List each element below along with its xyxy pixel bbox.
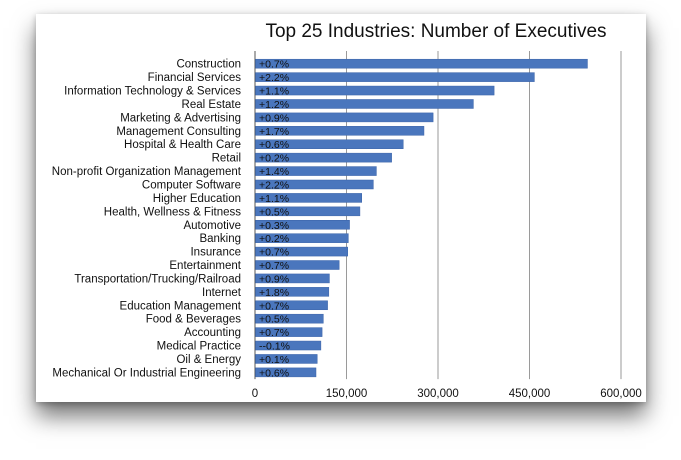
category-label: Medical Practice bbox=[157, 341, 241, 353]
category-label: Health, Wellness & Fitness bbox=[104, 206, 241, 218]
bar bbox=[255, 193, 362, 203]
bar bbox=[255, 287, 330, 297]
category-label: Higher Education bbox=[153, 193, 241, 205]
data-label: +1.1% bbox=[259, 193, 289, 205]
data-labels: +0.7%+2.2%+1.1%+1.2%+0.9%+1.7%+0.6%+0.2%… bbox=[259, 59, 290, 380]
bar bbox=[255, 367, 317, 378]
data-label: +0.7% bbox=[259, 247, 289, 259]
bar bbox=[255, 126, 425, 136]
bar bbox=[255, 340, 322, 351]
data-label: +0.6% bbox=[259, 367, 289, 379]
category-label: Food & Beverages bbox=[146, 314, 242, 326]
category-label: Internet bbox=[202, 287, 242, 299]
bar bbox=[255, 246, 348, 257]
bar bbox=[255, 166, 377, 176]
data-label: +1.8% bbox=[259, 287, 289, 299]
data-label: +0.7% bbox=[259, 327, 289, 339]
bar bbox=[255, 313, 324, 324]
x-axis-ticks: 0 150,000 300,000 450,000 600,000 bbox=[252, 388, 642, 400]
data-label: +0.7% bbox=[259, 300, 289, 312]
category-label: Education Management bbox=[120, 300, 242, 312]
category-label: Real Estate bbox=[182, 99, 241, 111]
data-label: +1.4% bbox=[259, 166, 289, 178]
category-label: Information Technology & Services bbox=[64, 86, 241, 98]
data-label: +0.9% bbox=[259, 273, 289, 285]
bars bbox=[255, 58, 588, 378]
data-label: +0.7% bbox=[259, 59, 289, 71]
data-label: +1.2% bbox=[259, 99, 289, 111]
category-label: Marketing & Advertising bbox=[120, 112, 241, 124]
category-label: Hospital & Health Care bbox=[124, 139, 241, 151]
bar bbox=[255, 85, 495, 96]
chart-title: Top 25 Industries: Number of Executives bbox=[265, 21, 606, 42]
bar bbox=[255, 273, 330, 284]
category-label: Banking bbox=[199, 233, 241, 245]
data-label: +0.6% bbox=[259, 139, 289, 151]
data-label: +0.5% bbox=[259, 314, 289, 326]
x-tick-label: 0 bbox=[252, 388, 258, 400]
data-label: +0.1% bbox=[259, 354, 289, 366]
bar bbox=[255, 58, 588, 69]
bar bbox=[255, 206, 361, 217]
bar bbox=[255, 354, 318, 364]
data-label: +0.2% bbox=[259, 233, 289, 245]
category-label: Automotive bbox=[183, 220, 241, 232]
category-label: Financial Services bbox=[148, 72, 242, 84]
category-label: Oil & Energy bbox=[176, 354, 241, 366]
x-tick-label: 150,000 bbox=[326, 388, 368, 400]
bar bbox=[255, 99, 474, 109]
category-label: Computer Software bbox=[142, 179, 241, 191]
data-label: --0.1% bbox=[259, 341, 290, 353]
category-label: Insurance bbox=[190, 247, 241, 259]
bar bbox=[255, 327, 323, 337]
category-label: Transportation/Trucking/Railroad bbox=[74, 273, 241, 285]
data-label: +2.2% bbox=[259, 179, 289, 191]
x-tick-label: 600,000 bbox=[600, 388, 642, 400]
bar bbox=[255, 233, 349, 243]
data-label: +0.2% bbox=[259, 153, 289, 165]
chart-card: Top 25 Industries: Number of Executives … bbox=[36, 14, 646, 402]
category-label: Management Consulting bbox=[116, 126, 241, 138]
data-label: +1.7% bbox=[259, 126, 289, 138]
bar bbox=[255, 300, 328, 311]
data-label: +2.2% bbox=[259, 72, 289, 84]
bar bbox=[255, 220, 350, 230]
data-label: +0.5% bbox=[259, 206, 289, 218]
data-label: +0.3% bbox=[259, 220, 289, 232]
x-tick-label: 450,000 bbox=[509, 388, 551, 400]
bar bbox=[255, 152, 392, 163]
bar bbox=[255, 179, 374, 190]
x-tick-label: 300,000 bbox=[417, 388, 459, 400]
category-label: Retail bbox=[212, 153, 241, 165]
category-label: Construction bbox=[176, 59, 241, 71]
bar bbox=[255, 72, 535, 82]
category-label: Non-profit Organization Management bbox=[52, 166, 242, 178]
data-label: +1.1% bbox=[259, 86, 289, 98]
category-label: Entertainment bbox=[169, 260, 241, 272]
data-label: +0.9% bbox=[259, 112, 289, 124]
bar bbox=[255, 260, 340, 270]
category-label: Accounting bbox=[184, 327, 241, 339]
data-label: +0.7% bbox=[259, 260, 289, 272]
bar bbox=[255, 139, 404, 149]
category-label: Mechanical Or Industrial Engineering bbox=[52, 367, 241, 379]
bar-chart: Top 25 Industries: Number of Executives … bbox=[52, 21, 642, 400]
bar bbox=[255, 112, 434, 123]
